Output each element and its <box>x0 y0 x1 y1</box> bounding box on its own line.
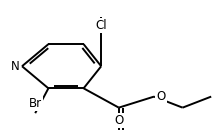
Text: Br: Br <box>29 97 42 110</box>
Text: O: O <box>157 90 166 103</box>
Text: O: O <box>114 114 123 127</box>
Text: N: N <box>11 60 19 73</box>
Text: Cl: Cl <box>95 19 107 32</box>
